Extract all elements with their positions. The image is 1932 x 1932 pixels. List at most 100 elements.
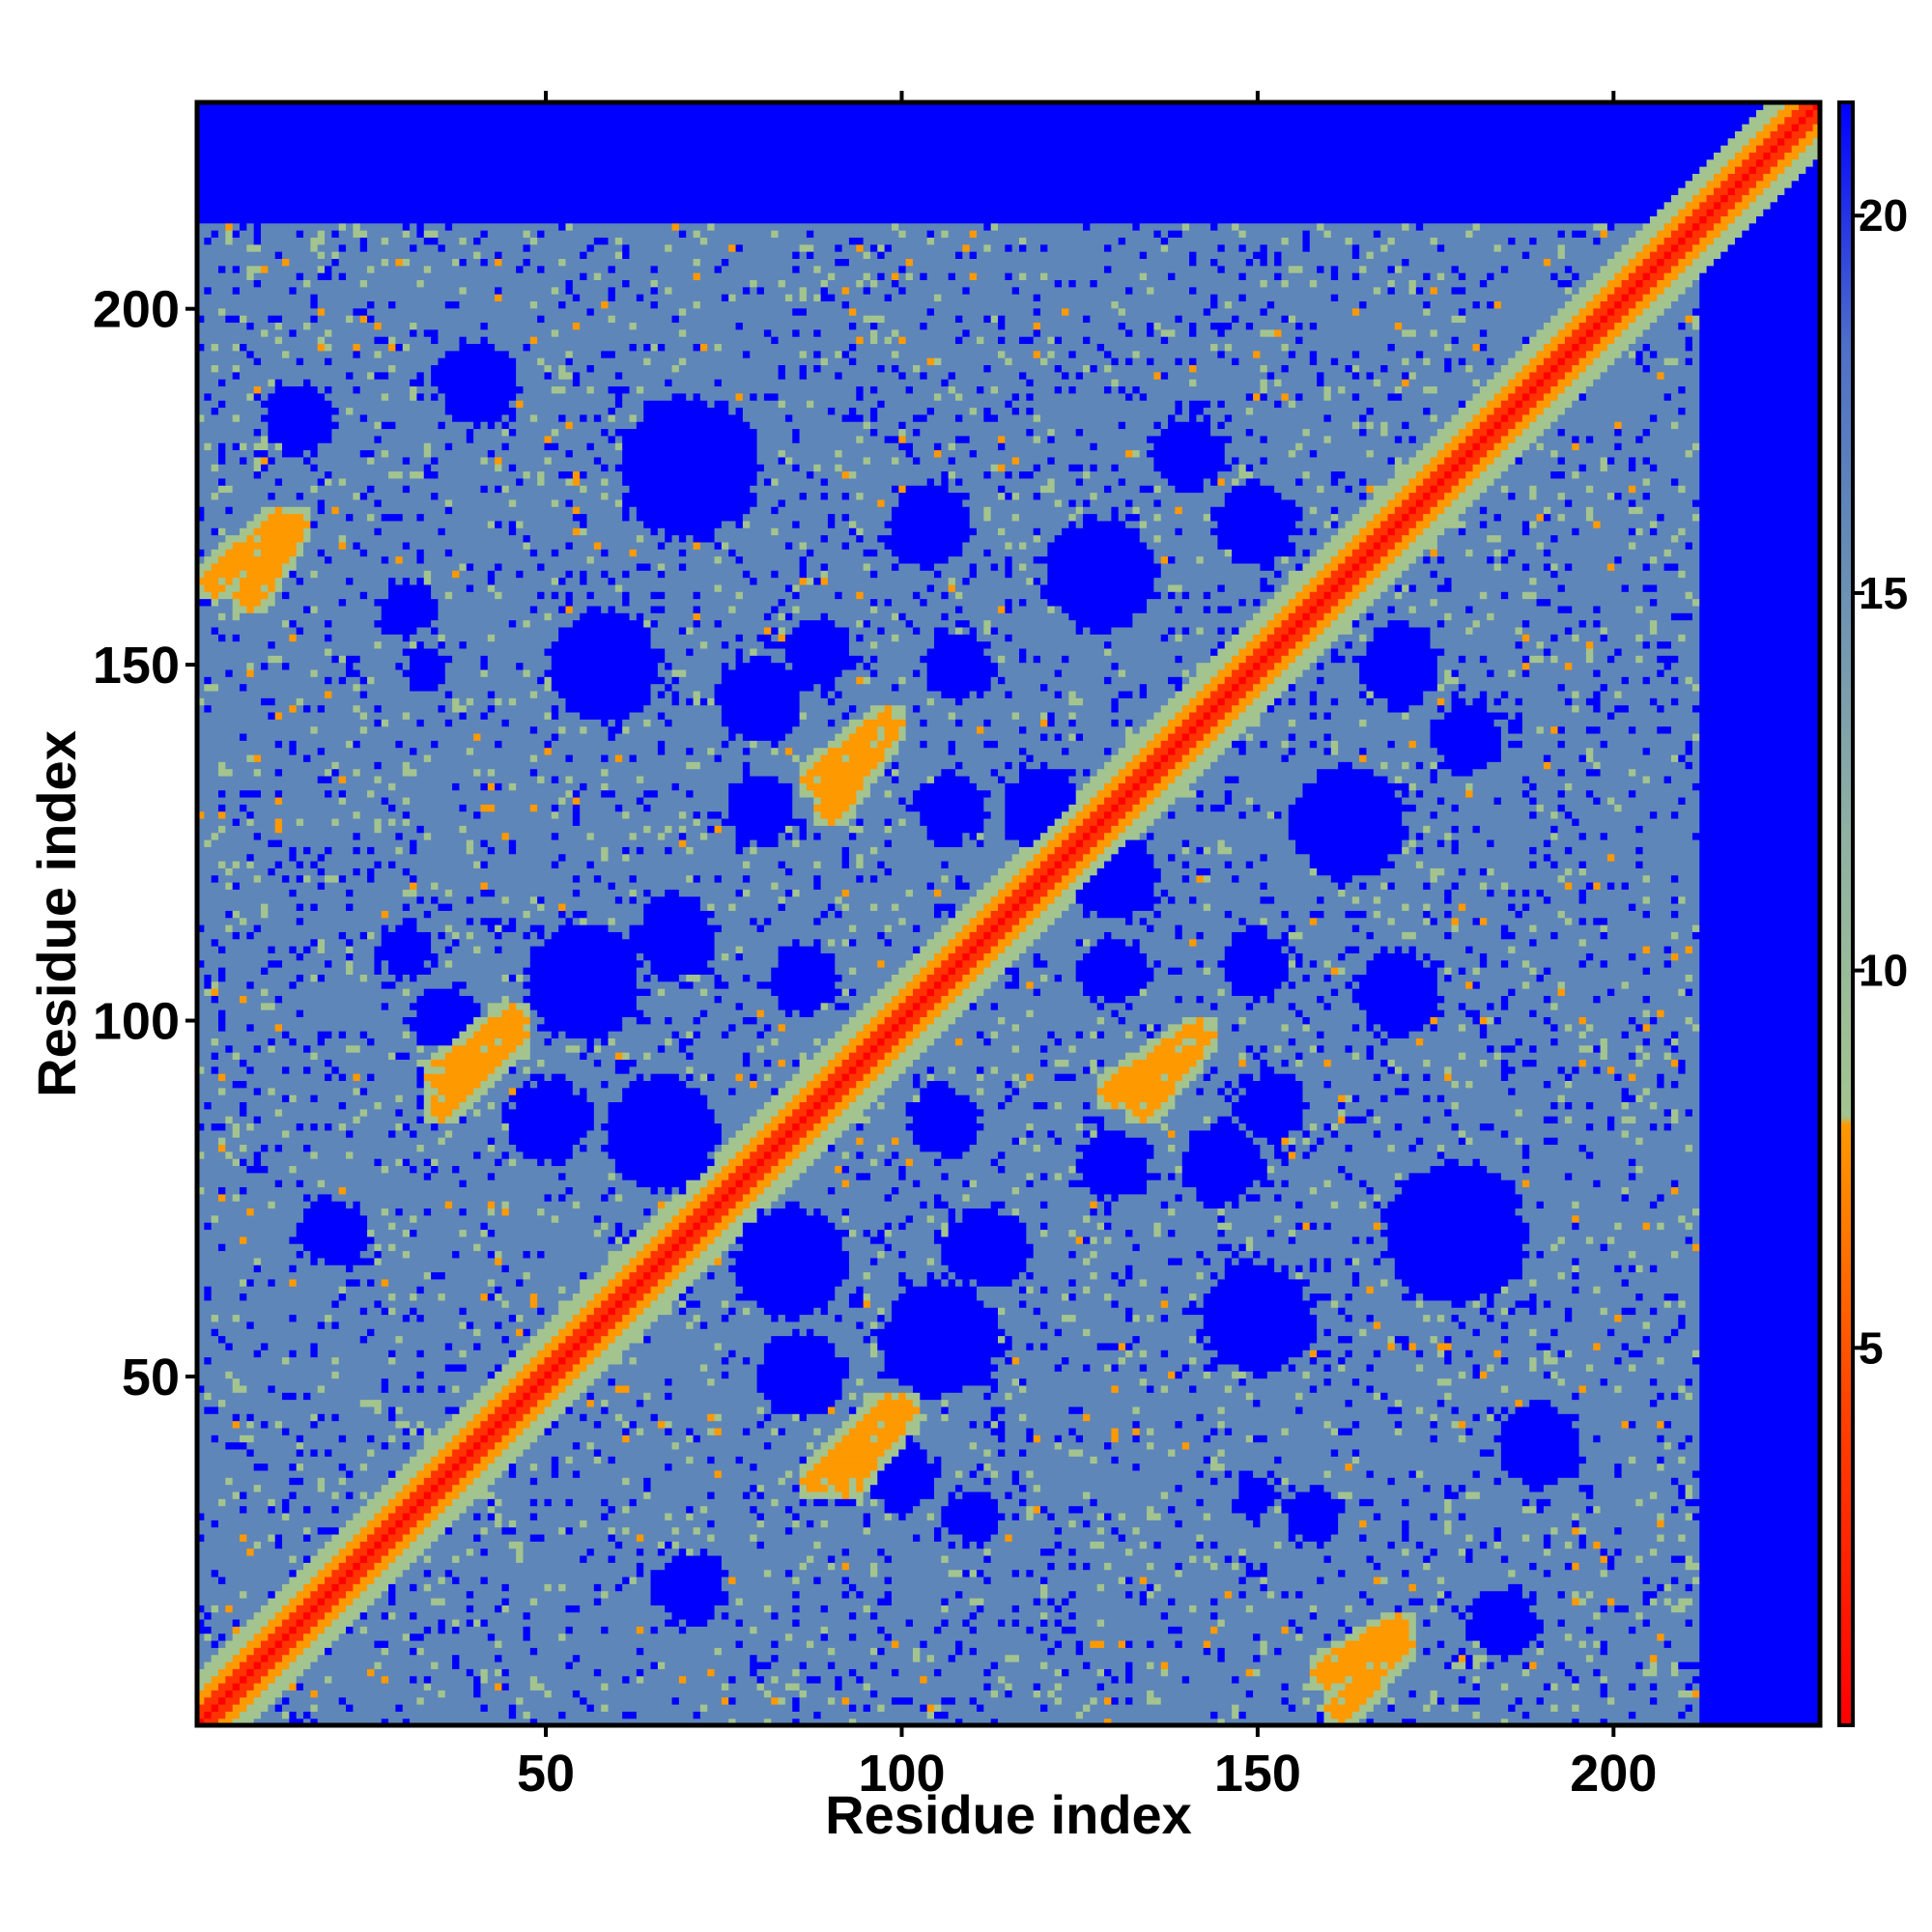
heatmap-cell bbox=[657, 1314, 695, 1322]
heatmap-cell bbox=[580, 1690, 765, 1698]
heatmap-cell bbox=[1621, 1548, 1651, 1556]
heatmap-cell bbox=[1345, 1257, 1353, 1265]
heatmap-cell bbox=[898, 1293, 978, 1301]
heatmap-cell bbox=[410, 1477, 425, 1486]
heatmap-cell bbox=[1423, 1350, 1438, 1358]
heatmap-cell bbox=[1373, 1236, 1389, 1244]
heatmap-cell bbox=[480, 1441, 496, 1450]
heatmap-cell bbox=[608, 1505, 616, 1514]
heatmap-cell bbox=[1125, 1229, 1133, 1237]
heatmap-cell bbox=[529, 1682, 546, 1690]
heatmap-cell bbox=[1500, 1427, 1580, 1435]
heatmap-cell bbox=[1090, 1541, 1105, 1549]
heatmap-cell bbox=[891, 1193, 935, 1202]
heatmap-cell bbox=[431, 1583, 503, 1592]
heatmap-cell bbox=[1635, 1554, 1644, 1563]
heatmap-cell bbox=[1699, 1151, 1821, 1159]
heatmap-cell bbox=[501, 1250, 525, 1259]
heatmap-cell bbox=[1323, 1711, 1332, 1719]
heatmap-cell bbox=[1436, 1314, 1445, 1322]
heatmap-cell bbox=[1380, 1229, 1530, 1237]
heatmap-cell bbox=[920, 1406, 942, 1414]
heatmap-cell bbox=[1557, 1378, 1566, 1386]
heatmap-cell bbox=[1685, 1299, 1700, 1308]
heatmap-cell bbox=[799, 1605, 822, 1613]
heatmap-cell bbox=[282, 1512, 290, 1520]
heatmap-cell bbox=[1203, 1321, 1318, 1329]
heatmap-cell bbox=[1394, 1271, 1523, 1280]
heatmap-cell bbox=[565, 1526, 574, 1535]
heatmap-cell bbox=[608, 1129, 723, 1138]
heatmap-cell bbox=[813, 1108, 829, 1117]
heatmap-cell bbox=[1033, 1569, 1176, 1577]
heatmap-cell bbox=[1203, 1413, 1432, 1422]
heatmap-cell bbox=[771, 1675, 780, 1684]
heatmap-cell bbox=[346, 1463, 361, 1471]
heatmap-cell bbox=[1359, 1278, 1381, 1287]
heatmap-cell bbox=[1699, 1703, 1821, 1712]
heatmap-cell bbox=[784, 1696, 793, 1705]
heatmap-cell bbox=[998, 1101, 1006, 1110]
heatmap-cell bbox=[410, 1512, 425, 1520]
heatmap-cell bbox=[1678, 1179, 1700, 1188]
heatmap-cell bbox=[1019, 1477, 1211, 1486]
heatmap-cell bbox=[1125, 1639, 1133, 1648]
heatmap-cell bbox=[1557, 1116, 1566, 1124]
heatmap-cell bbox=[1281, 1264, 1290, 1273]
heatmap-cell bbox=[1691, 1512, 1821, 1520]
heatmap-cell bbox=[792, 1158, 814, 1167]
heatmap-cell bbox=[197, 1611, 205, 1620]
heatmap-cell bbox=[197, 1469, 347, 1478]
heatmap-cell bbox=[274, 1144, 283, 1152]
heatmap-cell bbox=[636, 1264, 652, 1273]
heatmap-cell bbox=[750, 1427, 772, 1435]
heatmap-cell bbox=[693, 1208, 708, 1216]
heatmap-cell bbox=[402, 1569, 425, 1577]
heatmap-cell bbox=[508, 1441, 531, 1450]
heatmap-cell bbox=[1614, 1597, 1644, 1605]
heatmap-cell bbox=[1139, 1335, 1190, 1344]
heatmap-cell bbox=[998, 1420, 1006, 1429]
heatmap-cell bbox=[1295, 1264, 1304, 1273]
heatmap-cell bbox=[204, 1101, 213, 1110]
heatmap-cell bbox=[508, 1094, 588, 1103]
heatmap-cell bbox=[197, 1498, 219, 1507]
heatmap-cell bbox=[204, 1611, 213, 1620]
heatmap-cell bbox=[636, 1427, 644, 1435]
heatmap-cell bbox=[1232, 1250, 1240, 1259]
heatmap-cell bbox=[877, 1435, 899, 1443]
heatmap-cell bbox=[367, 1243, 376, 1252]
heatmap-cell bbox=[1593, 1363, 1630, 1372]
heatmap-cell bbox=[1657, 1378, 1687, 1386]
heatmap-cell bbox=[1338, 1520, 1360, 1528]
heatmap-cell bbox=[990, 1448, 999, 1457]
heatmap-cell bbox=[1373, 1718, 1403, 1726]
heatmap-cell bbox=[346, 1129, 354, 1138]
heatmap-cell bbox=[750, 1165, 758, 1174]
heatmap-cell bbox=[1062, 1356, 1069, 1365]
heatmap-cell bbox=[1232, 1469, 1240, 1478]
heatmap-cell bbox=[1132, 1696, 1148, 1705]
heatmap-cell bbox=[1281, 1682, 1290, 1690]
heatmap-cell bbox=[1380, 1321, 1460, 1329]
heatmap-cell bbox=[863, 1413, 914, 1422]
heatmap-cell bbox=[1281, 1647, 1318, 1656]
heatmap-cell bbox=[1436, 1413, 1474, 1422]
heatmap-cell bbox=[1019, 1413, 1027, 1422]
heatmap-cell bbox=[1040, 1435, 1056, 1443]
heatmap-cell bbox=[1699, 1647, 1821, 1656]
heatmap-cell bbox=[1203, 1116, 1211, 1124]
heatmap-cell bbox=[1578, 1257, 1700, 1265]
heatmap-cell bbox=[608, 1151, 708, 1159]
heatmap-cell bbox=[1606, 1675, 1693, 1684]
heatmap-cell bbox=[1465, 1350, 1474, 1358]
heatmap-cell bbox=[204, 1533, 241, 1542]
heatmap-cell bbox=[898, 1151, 942, 1159]
heatmap-cell bbox=[933, 1201, 950, 1209]
heatmap-cell bbox=[1487, 1165, 1523, 1174]
heatmap-cell bbox=[1458, 1548, 1466, 1556]
heatmap-cell bbox=[1040, 1583, 1048, 1592]
heatmap-cell bbox=[1160, 1512, 1205, 1520]
heatmap-cell bbox=[1572, 1512, 1580, 1520]
heatmap-cell bbox=[1026, 1427, 1035, 1435]
